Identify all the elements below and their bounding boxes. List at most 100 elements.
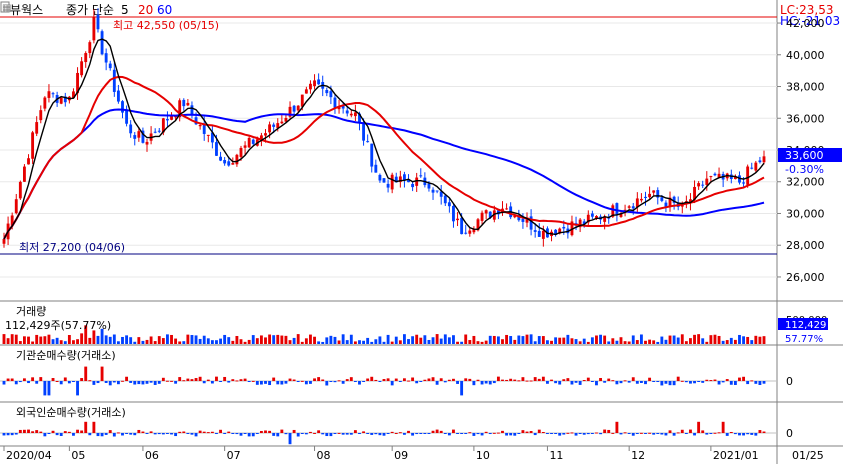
- volume-bar: [590, 337, 594, 344]
- institution-bar: [582, 380, 586, 382]
- volume-bar: [51, 339, 55, 344]
- institution-bar: [754, 381, 758, 384]
- candle-body: [468, 230, 472, 234]
- candle-body: [758, 160, 762, 163]
- foreign-bar: [153, 433, 157, 435]
- foreign-bar: [210, 431, 214, 433]
- ma-60[interactable]: 60: [157, 3, 172, 17]
- institution-bar: [729, 381, 733, 385]
- volume-bar: [18, 341, 22, 344]
- candle-body: [521, 218, 525, 222]
- volume-bar: [198, 338, 202, 344]
- foreign-bar: [121, 433, 124, 436]
- volume-bar: [284, 335, 288, 344]
- institution-bar: [374, 379, 378, 381]
- institution-bar: [88, 380, 92, 382]
- candle-body: [374, 164, 378, 173]
- foreign-bar: [202, 431, 206, 433]
- foreign-bar: [431, 430, 435, 433]
- candle-body: [590, 213, 594, 217]
- foreign-bar: [67, 431, 71, 433]
- candle-body: [472, 229, 476, 233]
- foreign-bar: [23, 429, 26, 433]
- institution-bar: [607, 378, 611, 381]
- candle-body: [190, 105, 194, 115]
- price-axis: 26,00028,00030,00032,00034,00036,00038,0…: [777, 17, 825, 284]
- institution-bar: [182, 380, 186, 382]
- institution-bar: [100, 366, 104, 381]
- institution-bar: [14, 381, 18, 385]
- institution-bar: [304, 381, 308, 385]
- foreign-bar: [517, 433, 521, 434]
- ma-20[interactable]: 20: [138, 3, 153, 17]
- institution-bar: [39, 377, 43, 381]
- price-tick-label: 26,000: [786, 271, 825, 284]
- volume-bar: [415, 334, 419, 344]
- foreign-bar: [427, 433, 431, 434]
- institution-bar: [51, 378, 55, 381]
- candle-body: [660, 197, 664, 201]
- institution-bar: [133, 381, 137, 385]
- institution-bar: [668, 381, 672, 386]
- foreign-bar: [476, 433, 480, 435]
- volume-bar: [689, 338, 692, 344]
- volume-bar: [431, 337, 435, 344]
- foreign-bar: [272, 433, 276, 436]
- volume-bar: [439, 338, 443, 344]
- toolbar-icon[interactable]: [0, 1, 10, 13]
- candle-body: [88, 42, 92, 54]
- x-tick-label: 05: [71, 449, 85, 462]
- institution-bar: [521, 377, 525, 381]
- foreign-bar: [259, 430, 263, 433]
- foreign-bar: [562, 433, 566, 435]
- foreign-bar: [623, 432, 627, 434]
- foreign-bar: [304, 433, 308, 435]
- volume-bar: [648, 339, 652, 344]
- volume-bar: [746, 336, 750, 344]
- candle-body: [76, 72, 79, 94]
- candle-body: [407, 179, 410, 183]
- candle-body: [296, 105, 300, 111]
- volume-bar: [174, 338, 178, 344]
- candle-body: [431, 189, 435, 193]
- institution-bar: [398, 381, 402, 382]
- institution-bar: [415, 381, 419, 384]
- candle-body: [635, 198, 639, 208]
- foreign-bar: [513, 433, 517, 436]
- foreign-bar: [578, 433, 582, 434]
- indicator-label[interactable]: 종가 단순: [66, 3, 114, 17]
- volume-bar: [76, 339, 79, 344]
- foreign-bar: [582, 433, 586, 435]
- foreign-bar: [337, 432, 341, 434]
- volume-bar: [480, 341, 484, 344]
- foreign-bar: [574, 433, 578, 436]
- candle-body: [398, 176, 402, 183]
- volume-bar: [525, 334, 529, 344]
- institution-bar: [145, 381, 149, 384]
- ma-5[interactable]: 5: [121, 3, 129, 17]
- high-label: 최고 42,550 (05/15): [113, 19, 219, 32]
- foreign-bar: [423, 433, 427, 434]
- volume-bar: [72, 340, 75, 344]
- candle-body: [259, 135, 263, 140]
- candle-body: [235, 154, 239, 165]
- institution-bar: [586, 377, 590, 381]
- volume-bar: [762, 336, 766, 344]
- volume-title: 거래량: [16, 305, 46, 318]
- foreign-bar: [329, 433, 333, 437]
- candle-body: [595, 216, 598, 219]
- candle-body: [178, 100, 182, 118]
- stock-title[interactable]: 뷰웍스: [10, 3, 43, 17]
- foreign-bar: [353, 430, 357, 433]
- volume-bar: [288, 340, 292, 344]
- foreign-bar: [729, 431, 733, 433]
- volume-bar: [374, 339, 378, 344]
- volume-bar: [476, 341, 480, 344]
- volume-bar: [382, 341, 386, 344]
- institution-bar: [292, 379, 296, 381]
- volume-bar: [394, 336, 398, 344]
- foreign-bar: [14, 433, 18, 435]
- candle-body: [664, 202, 668, 207]
- institution-bar: [231, 379, 235, 381]
- institution-bar: [161, 377, 165, 381]
